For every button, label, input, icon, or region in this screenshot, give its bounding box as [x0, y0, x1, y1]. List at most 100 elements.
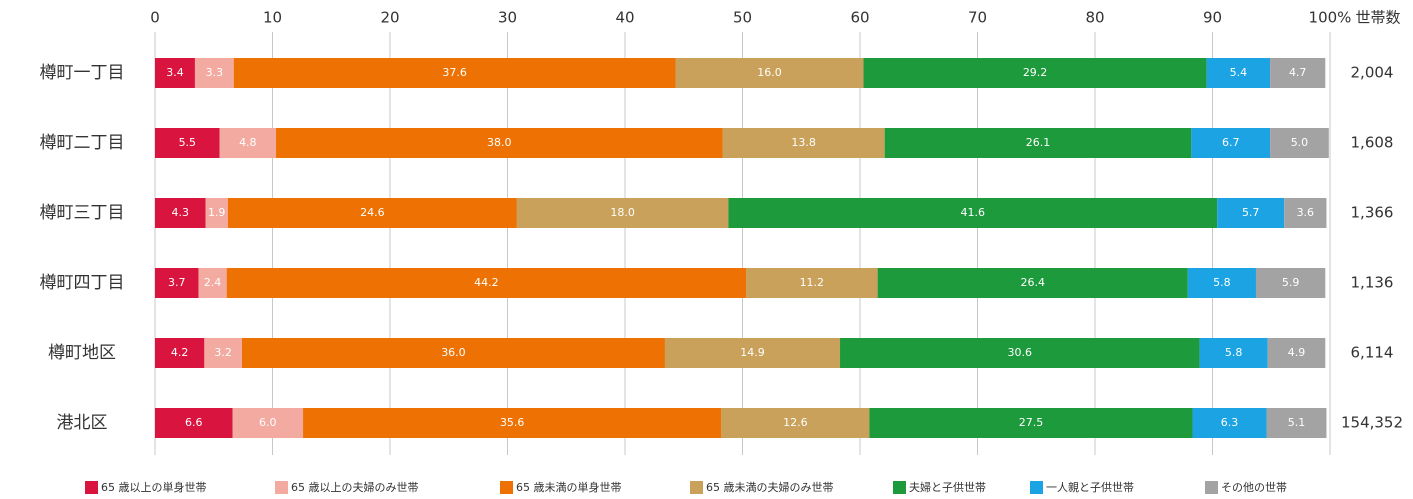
segment-label: 36.0 — [441, 346, 466, 359]
legend-label: 一人親と子供世帯 — [1046, 480, 1134, 494]
x-tick-label: 50 — [733, 9, 752, 27]
segment-label: 5.8 — [1213, 276, 1231, 289]
bar-segment — [840, 338, 1200, 368]
segment-label: 13.8 — [791, 136, 816, 149]
bar-segment — [516, 198, 729, 228]
bar-segment — [746, 268, 878, 298]
bar-segment — [1217, 198, 1285, 228]
bar-segment — [1187, 268, 1256, 298]
household-count: 1,136 — [1351, 274, 1394, 292]
bar-segment — [194, 58, 234, 88]
segment-label: 26.1 — [1026, 136, 1051, 149]
legend-label: 65 歳未満の単身世帯 — [516, 480, 622, 494]
category-label: 樽町地区 — [48, 343, 116, 363]
x-tick-label: 40 — [615, 9, 634, 27]
bar-segment — [675, 58, 864, 88]
segment-label: 5.0 — [1291, 136, 1309, 149]
bar-segment — [722, 128, 885, 158]
bar-segment — [155, 128, 220, 158]
segment-label: 6.6 — [185, 416, 203, 429]
household-count: 154,352 — [1341, 414, 1403, 432]
household-count: 1,366 — [1351, 204, 1394, 222]
segment-label: 5.5 — [179, 136, 197, 149]
legend-swatch — [893, 481, 906, 494]
bar-segment — [204, 338, 242, 368]
segment-label: 5.8 — [1225, 346, 1243, 359]
x-tick-label: 90 — [1203, 9, 1222, 27]
bar-segment — [303, 408, 722, 438]
bar-segment — [1206, 58, 1271, 88]
segment-label: 3.3 — [206, 66, 224, 79]
legend-swatch — [1030, 481, 1043, 494]
bar-segment — [233, 58, 676, 88]
bar-segment — [155, 408, 233, 438]
segment-label: 30.6 — [1008, 346, 1033, 359]
segment-label: 6.0 — [259, 416, 277, 429]
bar-segment — [863, 58, 1207, 88]
segment-label: 4.2 — [171, 346, 189, 359]
category-label: 樽町四丁目 — [40, 273, 125, 293]
bar-segment — [664, 338, 841, 368]
segment-label: 6.7 — [1222, 136, 1240, 149]
segment-label: 4.9 — [1288, 346, 1306, 359]
segment-label: 5.4 — [1230, 66, 1248, 79]
household-count: 1,608 — [1351, 134, 1394, 152]
bar-segment — [227, 198, 517, 228]
segment-label: 3.6 — [1297, 206, 1315, 219]
segment-label: 3.7 — [168, 276, 186, 289]
bar-segment — [276, 128, 723, 158]
segment-label: 12.6 — [783, 416, 808, 429]
x-tick-label: 80 — [1085, 9, 1104, 27]
bar-segment — [721, 408, 870, 438]
segment-label: 11.2 — [800, 276, 825, 289]
segment-label: 27.5 — [1019, 416, 1044, 429]
segment-label: 38.0 — [487, 136, 512, 149]
bar-segment — [1270, 58, 1326, 88]
bar-segment — [241, 338, 665, 368]
x-tick-label: 30 — [498, 9, 517, 27]
bar-segment — [1255, 268, 1326, 298]
segment-label: 3.2 — [214, 346, 232, 359]
segment-label: 26.4 — [1020, 276, 1045, 289]
category-label: 港北区 — [57, 413, 108, 433]
legend-label: その他の世帯 — [1221, 481, 1287, 494]
bar-segment — [1199, 338, 1268, 368]
segment-label: 35.6 — [500, 416, 525, 429]
segment-label: 4.3 — [172, 206, 190, 219]
bar-segment — [219, 128, 277, 158]
segment-label: 37.6 — [442, 66, 467, 79]
segment-label: 29.2 — [1023, 66, 1048, 79]
bar-segment — [155, 338, 205, 368]
household-count: 2,004 — [1351, 64, 1394, 82]
legend-label: 65 歳以上の夫婦のみ世帯 — [291, 480, 419, 494]
bar-segment — [1284, 198, 1327, 228]
x-tick-label: 70 — [968, 9, 987, 27]
segment-label: 5.1 — [1288, 416, 1306, 429]
bar-segment — [155, 198, 206, 228]
segment-label: 14.9 — [740, 346, 765, 359]
bar-segment — [232, 408, 304, 438]
households-header: 世帯数 — [1355, 9, 1400, 27]
x-tick-label: 10 — [263, 9, 282, 27]
segment-label: 4.7 — [1289, 66, 1307, 79]
bar-segment — [728, 198, 1218, 228]
segment-label: 41.6 — [961, 206, 986, 219]
x-tick-label: 100% — [1309, 9, 1352, 27]
legend-label: 65 歳以上の単身世帯 — [101, 480, 207, 494]
bar-segment — [155, 58, 195, 88]
bar-segment — [1270, 128, 1329, 158]
category-label: 樽町三丁目 — [40, 203, 125, 223]
segment-label: 1.9 — [208, 206, 226, 219]
x-tick-label: 0 — [150, 9, 160, 27]
household-count: 6,114 — [1351, 344, 1394, 362]
segment-label: 18.0 — [610, 206, 635, 219]
segment-label: 44.2 — [474, 276, 499, 289]
bar-segment — [869, 408, 1193, 438]
legend-swatch — [85, 481, 98, 494]
bar-segment — [205, 198, 228, 228]
legend-swatch — [500, 481, 513, 494]
bar-segment — [884, 128, 1192, 158]
bar-segment — [226, 268, 747, 298]
legend-swatch — [1205, 481, 1218, 494]
